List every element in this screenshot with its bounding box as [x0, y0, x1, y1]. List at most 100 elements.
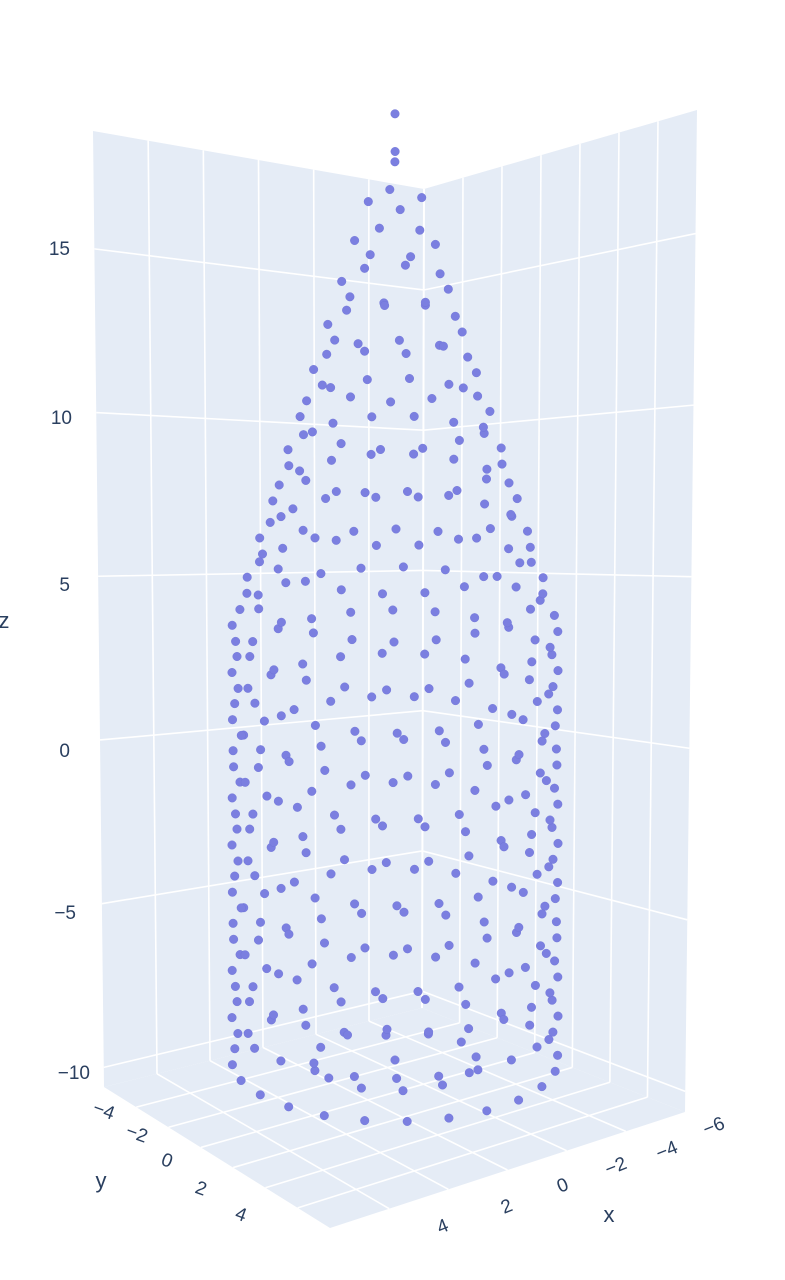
data-point [433, 526, 443, 536]
data-point [227, 1013, 237, 1023]
data-point [227, 840, 237, 850]
z-gridline-right [423, 569, 692, 578]
data-point [424, 1027, 434, 1037]
data-point [420, 994, 430, 1004]
data-point [248, 809, 258, 819]
data-point [553, 1011, 563, 1021]
data-point [349, 1071, 359, 1081]
data-point [276, 617, 286, 627]
data-point [392, 728, 402, 738]
data-point [227, 887, 237, 897]
data-point [284, 461, 294, 471]
x-tick-label: 0 [554, 1174, 572, 1197]
data-point [232, 652, 242, 662]
data-point [526, 557, 536, 567]
data-point [438, 1080, 448, 1090]
data-point [403, 487, 413, 497]
data-point [329, 983, 339, 993]
data-point [523, 526, 533, 536]
data-point [452, 486, 462, 496]
y-gridline-wall [202, 150, 211, 1061]
data-point [330, 335, 340, 345]
data-point [227, 793, 237, 803]
data-point [380, 301, 390, 311]
data-point [527, 1002, 537, 1012]
data-point [497, 459, 507, 469]
data-point [262, 964, 272, 974]
data-point [240, 777, 250, 787]
z-axis-title: z [0, 608, 10, 633]
data-point [414, 540, 424, 550]
data-point [253, 935, 263, 945]
data-point [227, 620, 237, 630]
data-point [230, 1044, 240, 1054]
data-point [406, 252, 416, 262]
data-point [281, 578, 291, 588]
data-point [356, 736, 366, 746]
data-point [538, 589, 548, 599]
data-point [342, 305, 352, 315]
data-point [265, 517, 275, 527]
data-point [371, 987, 381, 997]
x-tick-label: −4 [653, 1137, 681, 1165]
data-point [345, 292, 355, 302]
data-point [514, 750, 524, 760]
data-point [443, 284, 453, 294]
y-gridline-wall [257, 159, 264, 1048]
data-point [269, 665, 279, 675]
data-point [463, 352, 473, 362]
data-point [545, 642, 555, 652]
data-point [260, 889, 270, 899]
data-point [268, 496, 278, 506]
data-point [444, 1113, 454, 1123]
data-point [458, 383, 468, 393]
data-point [347, 635, 357, 645]
data-point [424, 856, 434, 866]
data-point [550, 721, 560, 731]
data-point [231, 636, 241, 646]
data-point [310, 720, 320, 730]
data-point [461, 827, 471, 837]
y-tick-label: −2 [123, 1121, 151, 1148]
data-point [444, 490, 454, 500]
data-point [532, 697, 542, 707]
x-gridline-wall [458, 177, 464, 1023]
data-point [413, 814, 423, 824]
data-point [310, 1066, 320, 1076]
data-point [376, 445, 386, 455]
data-point [480, 499, 490, 509]
floor-gridline [168, 1036, 498, 1129]
data-point [288, 504, 298, 514]
data-point [540, 901, 550, 911]
data-point [236, 1075, 246, 1085]
floor-gridline [265, 1081, 611, 1189]
z-tick-label: 10 [51, 408, 72, 429]
data-point [544, 862, 554, 872]
data-point [244, 997, 254, 1007]
data-point [473, 719, 483, 729]
data-point [245, 824, 255, 834]
z-tick-label: −10 [58, 1063, 90, 1084]
data-point [515, 558, 525, 568]
data-point [413, 987, 423, 997]
data-point [431, 952, 441, 962]
data-point [232, 824, 242, 834]
data-point [300, 576, 310, 586]
data-point [471, 368, 481, 378]
data-point [482, 760, 492, 770]
data-point [399, 907, 409, 917]
data-point [243, 683, 253, 693]
data-point [398, 1086, 408, 1096]
data-point [550, 783, 560, 793]
data-point [499, 842, 509, 852]
data-point [229, 762, 239, 772]
data-point [431, 635, 441, 645]
data-point [274, 969, 284, 979]
data-point [427, 394, 437, 404]
data-point [323, 319, 333, 329]
data-point [526, 604, 536, 614]
data-point [228, 746, 238, 756]
data-point [479, 572, 489, 582]
